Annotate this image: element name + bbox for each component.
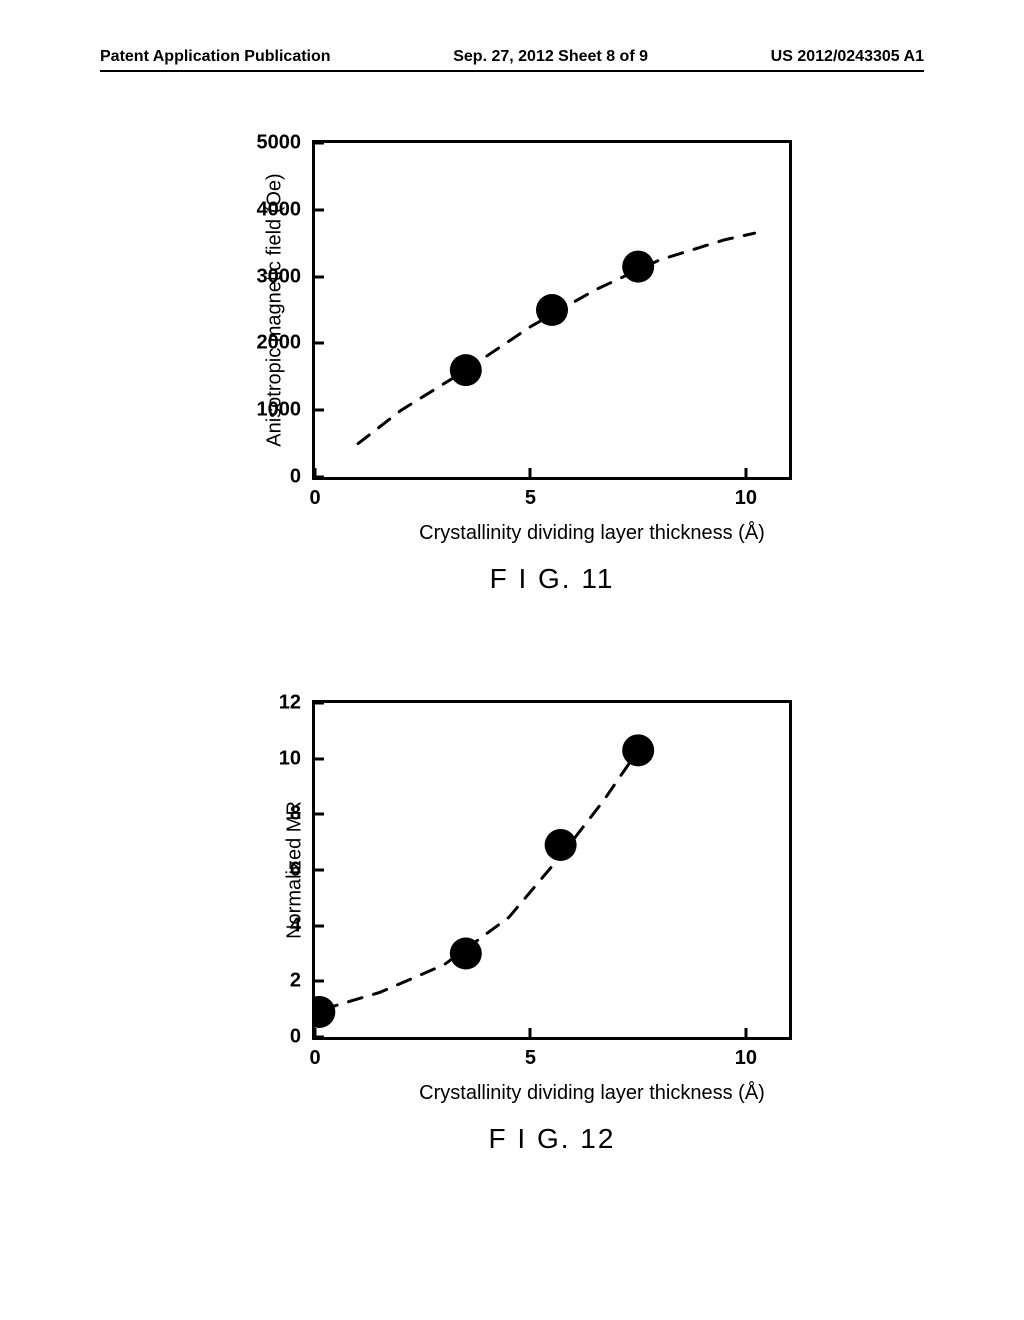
header-left: Patent Application Publication <box>100 48 331 66</box>
fig12-y-tick-mark <box>312 869 324 872</box>
fig11-y-tick-mark <box>312 142 324 145</box>
fig12-y-tick-label: 6 <box>290 859 301 882</box>
fig11-y-tick-label: 0 <box>290 466 301 489</box>
fig12-data-point <box>622 734 654 766</box>
fig12-x-tick-mark <box>744 1028 747 1040</box>
fig11-y-tick-label: 2000 <box>257 332 302 355</box>
fig11-trend-curve <box>358 233 754 443</box>
fig12-y-tick-mark <box>312 757 324 760</box>
header-rule <box>100 70 924 72</box>
fig12-x-tick-label: 0 <box>309 1047 320 1070</box>
fig12-x-tick-label: 10 <box>735 1047 757 1070</box>
fig11-x-tick-label: 0 <box>309 487 320 510</box>
fig12-y-tick-label: 4 <box>290 914 301 937</box>
fig12-data-point <box>545 829 577 861</box>
fig11-y-tick-label: 3000 <box>257 265 302 288</box>
fig12-x-axis-label: Crystallinity dividing layer thickness (… <box>352 1082 832 1105</box>
fig12-x-tick-mark <box>314 1028 317 1040</box>
fig11-x-tick-mark <box>529 468 532 480</box>
fig12-y-tick-mark <box>312 924 324 927</box>
fig12-svg-layer <box>315 703 789 1037</box>
fig12-caption: F I G. 12 <box>312 1123 792 1155</box>
fig12-y-tick-mark <box>312 980 324 983</box>
fig11-data-point <box>450 354 482 386</box>
fig12-plot-frame: Normalized MR 0246810120510 <box>312 700 792 1040</box>
fig12-trend-curve <box>324 750 639 1009</box>
header-center: Sep. 27, 2012 Sheet 8 of 9 <box>453 48 648 66</box>
fig12-y-tick-label: 0 <box>290 1026 301 1049</box>
fig11-x-tick-mark <box>744 468 747 480</box>
fig11-data-point <box>536 294 568 326</box>
fig12-data-point <box>450 938 482 970</box>
fig11-x-axis-label: Crystallinity dividing layer thickness (… <box>352 522 832 545</box>
fig12-data-point <box>315 996 335 1028</box>
fig12-y-tick-label: 12 <box>279 692 301 715</box>
fig11-y-tick-label: 5000 <box>257 132 302 155</box>
fig11-y-tick-mark <box>312 409 324 412</box>
fig11-x-tick-label: 5 <box>525 487 536 510</box>
fig12-x-tick-mark <box>529 1028 532 1040</box>
figure-11: Anisotropic magnetic field (Oe) 01000200… <box>232 140 792 595</box>
fig11-caption: F I G. 11 <box>312 563 792 595</box>
fig11-svg-layer <box>315 143 789 477</box>
fig11-y-tick-mark <box>312 208 324 211</box>
fig11-y-tick-mark <box>312 275 324 278</box>
fig11-data-point <box>622 251 654 283</box>
fig12-y-tick-mark <box>312 702 324 705</box>
page-header: Patent Application Publication Sep. 27, … <box>0 48 1024 66</box>
fig11-x-tick-mark <box>314 468 317 480</box>
fig11-y-tick-label: 1000 <box>257 399 302 422</box>
fig12-y-tick-label: 10 <box>279 747 301 770</box>
fig12-y-tick-label: 8 <box>290 803 301 826</box>
header-right: US 2012/0243305 A1 <box>771 48 924 66</box>
fig11-x-tick-label: 10 <box>735 487 757 510</box>
fig11-plot-frame: Anisotropic magnetic field (Oe) 01000200… <box>312 140 792 480</box>
figure-12: Normalized MR 0246810120510 Crystallinit… <box>232 700 792 1155</box>
fig11-y-tick-label: 4000 <box>257 198 302 221</box>
fig12-y-tick-mark <box>312 813 324 816</box>
fig12-x-tick-label: 5 <box>525 1047 536 1070</box>
fig12-y-tick-label: 2 <box>290 970 301 993</box>
fig11-y-tick-mark <box>312 342 324 345</box>
